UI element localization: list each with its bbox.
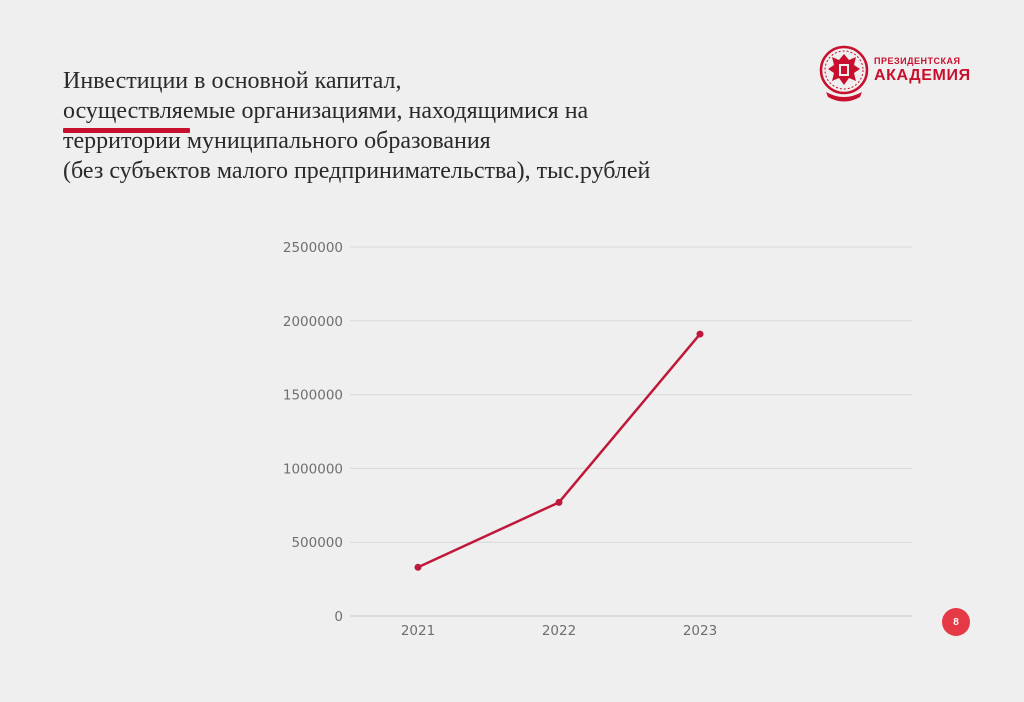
data-point (555, 498, 563, 506)
y-axis-ticks: 0 500000 1000000 1500000 2000000 2500000 (283, 240, 343, 625)
series-line (417, 333, 701, 569)
series-layer (414, 330, 704, 571)
slide-title: Инвестиции в основной капитал, осуществл… (63, 66, 763, 186)
x-tick-label: 2021 (401, 623, 435, 639)
grid-lines (350, 246, 912, 617)
y-tick-label: 1000000 (283, 461, 343, 477)
y-tick-label: 2000000 (283, 314, 343, 330)
y-tick-label: 2500000 (283, 240, 343, 256)
title-line-4: (без субъектов малого предпринимательств… (63, 158, 651, 184)
y-tick-label: 500000 (291, 535, 343, 551)
y-tick-label: 0 (334, 609, 343, 625)
y-tick-label: 1500000 (283, 388, 343, 404)
coat-of-arms-icon (819, 45, 869, 102)
logo-bottom-text: АКАДЕМИЯ (874, 67, 971, 84)
logo-top-text: ПРЕЗИДЕНТСКАЯ (874, 56, 961, 66)
title-line-2: осуществляемые организациями, находящими… (63, 98, 589, 124)
page-number-badge: 8 (942, 608, 970, 636)
x-tick-label: 2022 (542, 623, 576, 639)
title-line-1: Инвестиции в основной капитал, (63, 68, 402, 94)
title-accent-bar (63, 128, 190, 133)
data-point (696, 330, 704, 338)
x-axis-ticks: 2021 2022 2023 (401, 623, 717, 639)
x-tick-label: 2023 (683, 623, 717, 639)
data-point (414, 563, 422, 571)
academy-logo: ПРЕЗИДЕНТСКАЯ АКАДЕМИЯ (818, 40, 978, 106)
logo-text: ПРЕЗИДЕНТСКАЯ АКАДЕМИЯ (874, 57, 971, 84)
